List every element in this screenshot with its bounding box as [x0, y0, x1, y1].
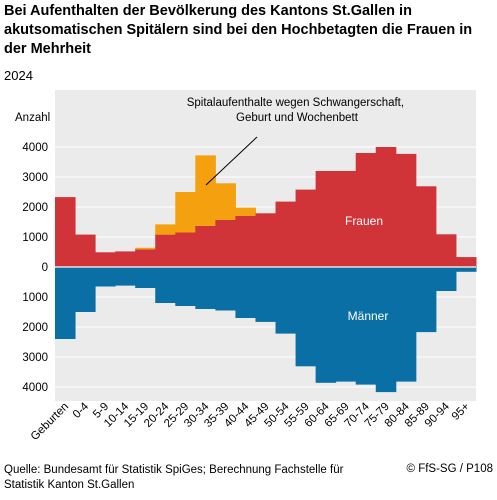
bar-maenner — [375, 267, 397, 393]
bar-frauen — [55, 197, 76, 267]
bar-frauen — [315, 171, 337, 267]
bar-maenner — [275, 267, 297, 334]
source-note: Quelle: Bundesamt für Statistik SpiGes; … — [4, 464, 344, 491]
bar-frauen — [195, 225, 216, 267]
bar-frauen — [95, 252, 116, 267]
bar-frauen — [275, 201, 297, 267]
bar-frauen — [135, 249, 156, 267]
bar-maenner — [255, 267, 277, 322]
y-tick-label: 2000 — [22, 202, 48, 214]
bar-frauen — [415, 186, 437, 267]
bar-maenner — [415, 267, 437, 333]
y-tick-label: 0 — [42, 262, 48, 274]
bar-frauen — [75, 234, 96, 267]
y-tick-label: 2000 — [22, 322, 48, 334]
bars — [55, 147, 477, 393]
y-tick-label: 4000 — [22, 382, 48, 394]
bar-frauen — [255, 213, 277, 267]
y-tick-label: 4000 — [22, 142, 48, 154]
x-tick-label: Geburten — [29, 401, 71, 443]
bar-schwanger — [235, 207, 256, 216]
bar-schwanger — [215, 183, 236, 220]
bar-maenner — [55, 267, 76, 339]
population-pyramid-chart: 4000 3000 2000 1000 0 1000 2000 3000 4000 Geburt… — [15, 90, 477, 443]
bar-frauen — [435, 234, 457, 267]
bar-schwanger — [175, 192, 196, 233]
y-tick-label: 1000 — [22, 232, 48, 244]
bar-maenner — [395, 267, 417, 382]
copyright-note: © FfS-SG / P108 — [406, 463, 493, 475]
x-tick-label: 0-4 — [71, 400, 92, 421]
bar-maenner — [455, 267, 477, 272]
bar-maenner — [135, 267, 156, 288]
bar-maenner — [335, 267, 357, 382]
bar-schwanger — [195, 155, 216, 226]
bar-schwanger — [155, 224, 176, 235]
y-tick-label: 1000 — [22, 292, 48, 304]
bar-maenner — [435, 267, 457, 291]
bar-maenner — [75, 267, 96, 312]
bar-maenner — [295, 267, 317, 367]
bar-frauen — [455, 257, 477, 267]
x-tick-labels: Geburten 0-4 5-910-1415-1920-2425-2930-343… — [29, 400, 473, 443]
schwanger-annotation-line1: Spitalaufenthalte wegen Schwangerschaft, — [187, 97, 404, 109]
bar-maenner — [155, 267, 176, 303]
bar-frauen — [355, 153, 377, 267]
y-tick-label: 3000 — [22, 352, 48, 364]
bar-frauen — [215, 219, 236, 267]
y-tick-labels: 4000 3000 2000 1000 0 1000 2000 3000 4000 — [22, 142, 48, 394]
bar-maenner — [315, 267, 337, 383]
bar-schwanger — [135, 247, 156, 250]
bar-frauen — [395, 153, 417, 267]
bar-frauen — [295, 189, 317, 267]
frauen-label: Frauen — [345, 214, 383, 228]
maenner-label: Männer — [348, 309, 389, 323]
bar-maenner — [355, 267, 377, 385]
chart-title: Bei Aufenthalten der Bevölkerung des Kan… — [4, 3, 473, 57]
bar-maenner — [215, 267, 236, 311]
bar-frauen — [175, 232, 196, 267]
annotation-leader-line — [205, 136, 258, 186]
bar-maenner — [235, 267, 256, 318]
y-axis-label: Anzahl — [15, 112, 50, 124]
bar-maenner — [195, 267, 216, 309]
schwanger-annotation: Spitalaufenthalte wegen Schwangerschaft,… — [187, 97, 408, 124]
bar-frauen — [115, 251, 136, 267]
bar-maenner — [95, 267, 116, 287]
x-tick-label: 95+ — [450, 400, 472, 422]
bar-frauen — [235, 216, 256, 267]
bar-frauen — [375, 147, 397, 267]
bar-frauen — [335, 171, 357, 267]
y-tick-label: 3000 — [22, 172, 48, 184]
schwanger-annotation-line2: Geburt und Wochenbett — [236, 112, 359, 124]
bar-frauen — [155, 234, 176, 267]
bar-maenner — [115, 267, 136, 286]
bar-maenner — [175, 267, 196, 306]
chart-year: 2024 — [4, 68, 33, 83]
